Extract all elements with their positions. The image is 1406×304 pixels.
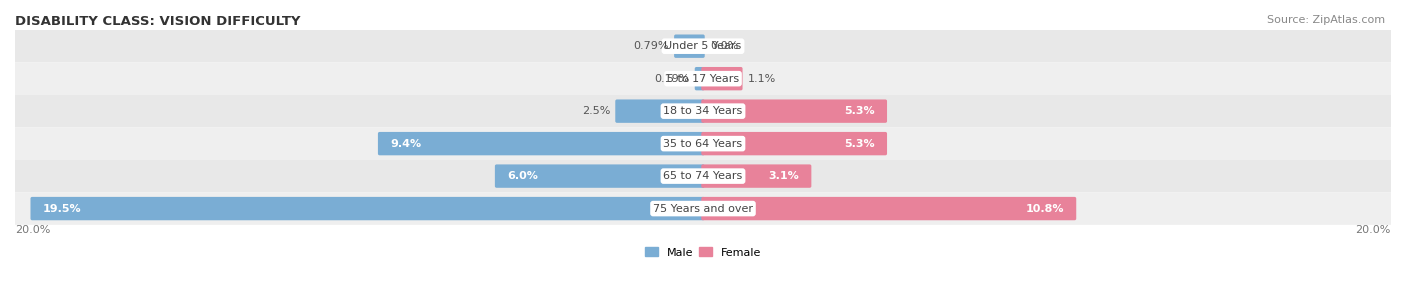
Text: 20.0%: 20.0% (15, 226, 51, 236)
FancyBboxPatch shape (15, 95, 1391, 127)
Text: 1.1%: 1.1% (748, 74, 776, 84)
FancyBboxPatch shape (15, 160, 1391, 192)
Text: 18 to 34 Years: 18 to 34 Years (664, 106, 742, 116)
FancyBboxPatch shape (15, 192, 1391, 225)
FancyBboxPatch shape (695, 67, 704, 90)
Text: Source: ZipAtlas.com: Source: ZipAtlas.com (1267, 15, 1385, 25)
FancyBboxPatch shape (702, 132, 887, 155)
Text: 65 to 74 Years: 65 to 74 Years (664, 171, 742, 181)
Text: 5.3%: 5.3% (845, 106, 875, 116)
FancyBboxPatch shape (378, 132, 704, 155)
FancyBboxPatch shape (15, 127, 1391, 160)
FancyBboxPatch shape (702, 99, 887, 123)
FancyBboxPatch shape (495, 164, 704, 188)
FancyBboxPatch shape (15, 30, 1391, 62)
Text: DISABILITY CLASS: VISION DIFFICULTY: DISABILITY CLASS: VISION DIFFICULTY (15, 15, 301, 28)
Text: 19.5%: 19.5% (42, 204, 82, 214)
FancyBboxPatch shape (31, 197, 704, 220)
Text: 0.19%: 0.19% (654, 74, 689, 84)
Text: 3.1%: 3.1% (769, 171, 800, 181)
Text: 10.8%: 10.8% (1026, 204, 1064, 214)
Text: 5 to 17 Years: 5 to 17 Years (666, 74, 740, 84)
Text: 35 to 64 Years: 35 to 64 Years (664, 139, 742, 149)
FancyBboxPatch shape (702, 164, 811, 188)
Text: 75 Years and over: 75 Years and over (652, 204, 754, 214)
Text: 0.0%: 0.0% (710, 41, 738, 51)
FancyBboxPatch shape (702, 67, 742, 90)
FancyBboxPatch shape (702, 197, 1076, 220)
Text: 0.79%: 0.79% (634, 41, 669, 51)
Text: 2.5%: 2.5% (582, 106, 610, 116)
Legend: Male, Female: Male, Female (640, 243, 766, 262)
FancyBboxPatch shape (15, 62, 1391, 95)
FancyBboxPatch shape (673, 34, 704, 58)
FancyBboxPatch shape (616, 99, 704, 123)
Text: 6.0%: 6.0% (508, 171, 538, 181)
Text: Under 5 Years: Under 5 Years (665, 41, 741, 51)
Text: 9.4%: 9.4% (389, 139, 420, 149)
Text: 20.0%: 20.0% (1355, 226, 1391, 236)
Text: 5.3%: 5.3% (845, 139, 875, 149)
